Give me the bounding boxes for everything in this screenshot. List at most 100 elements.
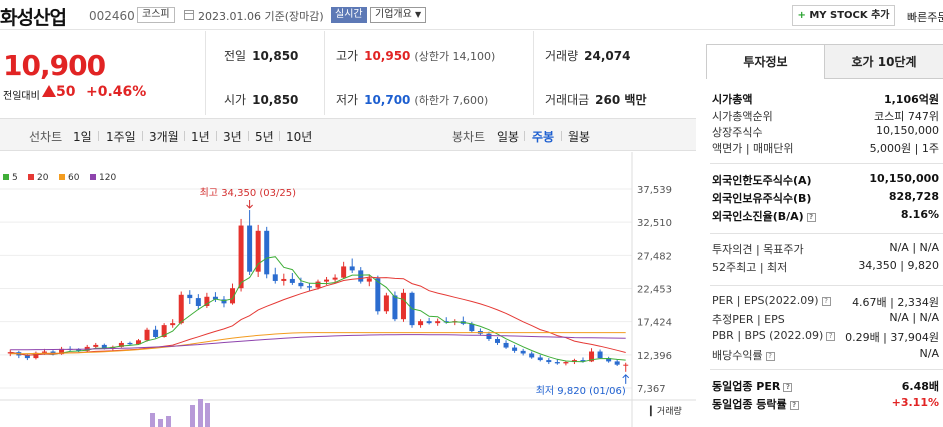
ma-line-120 — [10, 334, 626, 351]
tab-10year[interactable]: 10년 — [286, 130, 313, 144]
add-mystock-button[interactable]: + MY STOCK 추가 — [792, 5, 895, 26]
legend-swatch — [90, 174, 96, 180]
y-tick-label: 7,367 — [637, 384, 666, 395]
realtime-badge[interactable]: 실시간 — [331, 7, 367, 23]
volume-bar — [166, 416, 171, 427]
max-arrow-icon — [246, 200, 253, 209]
candle-body — [161, 325, 167, 337]
candle-body — [435, 321, 441, 324]
stat-open: 시가 10,850 — [224, 93, 299, 107]
current-price-box: 10,900 전일대비 50 +0.46% — [0, 31, 205, 115]
divider — [324, 31, 325, 115]
info-row-label: PBR | BPS (2022.09)? — [712, 329, 836, 342]
candle-body — [135, 340, 141, 345]
candle-body — [503, 342, 509, 348]
info-row-label: 동일업종 PER? — [712, 378, 793, 394]
tab-5year[interactable]: 5년 — [255, 130, 274, 144]
divider — [524, 131, 525, 141]
info-row: 동일업종 PER? 6.48배 — [710, 378, 943, 393]
stat-volume: 거래량 24,074 — [545, 49, 631, 63]
divider — [216, 131, 217, 141]
candle-body — [255, 230, 261, 272]
candle-body — [375, 278, 381, 312]
candle-body — [400, 292, 406, 320]
tab-1day[interactable]: 1일 — [73, 130, 92, 144]
tab-investment-info[interactable]: 투자정보 — [706, 45, 825, 79]
info-row: 투자의견 | 목표주가 N/A | N/A — [710, 241, 943, 256]
y-tick-label: 17,424 — [637, 318, 672, 329]
candle-body — [170, 323, 176, 326]
tab-orderbook-10[interactable]: 호가 10단계 — [825, 45, 943, 79]
candle-body — [512, 347, 518, 351]
tab-monthly-candle[interactable]: 월봉 — [568, 130, 591, 144]
divider — [184, 131, 185, 141]
tab-daily-candle[interactable]: 일봉 — [497, 130, 520, 144]
price-stats: 전일 10,850 고가 10,950 (상한가 14,100) 거래량 24,074 … — [205, 31, 696, 115]
info-row-label: 외국인보유주식수(B) — [712, 192, 812, 205]
stat-prev-close: 전일 10,850 — [224, 49, 299, 63]
divider — [710, 285, 943, 286]
help-icon[interactable]: ? — [806, 213, 816, 222]
candle-body — [212, 296, 218, 300]
calendar-icon — [184, 10, 194, 20]
up-arrow-icon — [42, 85, 56, 97]
info-row-label: 투자의견 | 목표주가 — [712, 243, 804, 256]
info-row: PER | EPS(2022.09)? 4.67배 | 2,334원 — [710, 294, 943, 309]
info-row-value: N/A | N/A — [889, 311, 939, 324]
info-row: 시가총액 1,106억원 — [710, 91, 943, 106]
candle-body — [324, 279, 330, 282]
help-icon[interactable]: ? — [765, 352, 775, 361]
candle-body — [486, 333, 492, 339]
weekly-candle-chart[interactable]: 37,539 32,510 27,482 22,453 17,424 12,396 7,36… — [0, 152, 696, 427]
help-icon[interactable]: ? — [789, 401, 799, 410]
company-overview-label: 기업개요 — [375, 9, 412, 20]
help-icon[interactable]: ? — [783, 383, 793, 392]
candle-body — [289, 278, 295, 283]
candle-body — [554, 362, 560, 364]
y-tick-label: 32,510 — [637, 218, 672, 229]
candle-body — [589, 351, 595, 362]
help-icon[interactable]: ? — [826, 332, 836, 341]
info-row-value: 5,000원 | 1주 — [869, 142, 939, 155]
info-row-label: 액면가 | 매매단위 — [712, 142, 794, 155]
legend-swatch — [3, 174, 9, 180]
company-overview-dropdown[interactable]: 기업개요 ▼ — [370, 7, 427, 23]
market-badge: 코스피 — [137, 7, 175, 23]
tab-3month[interactable]: 3개월 — [149, 130, 179, 144]
candle-body — [392, 295, 398, 320]
candle-body — [597, 351, 603, 359]
legend-label: 60 — [68, 173, 80, 183]
candle-body — [332, 277, 338, 280]
help-icon[interactable]: ? — [821, 297, 831, 306]
candle-body — [153, 329, 159, 337]
tab-1year[interactable]: 1년 — [191, 130, 210, 144]
tab-3year[interactable]: 3년 — [223, 130, 242, 144]
volume-bar — [158, 419, 163, 427]
candle-body — [520, 350, 526, 354]
chevron-down-icon: ▼ — [415, 10, 422, 19]
tab-weekly-candle[interactable]: 주봉 — [532, 130, 555, 144]
info-row: 시가총액순위 코스피 747위 — [710, 108, 943, 123]
stock-code: 002460 — [89, 9, 135, 23]
max-price-label: 최고 34,350 (03/25) — [200, 187, 296, 199]
candle-body — [127, 342, 133, 345]
info-row: 배당수익률? N/A — [710, 347, 943, 362]
candle-body — [41, 351, 47, 353]
legend-swatch — [28, 174, 34, 180]
info-row-label: 추정PER | EPS — [712, 313, 785, 326]
info-row: 동일업종 등락률? +3.11% — [710, 396, 943, 411]
info-row-value: 0.29배 | 37,904원 — [845, 331, 939, 344]
candle-body — [443, 321, 449, 323]
quick-order-link[interactable]: 빠른주문 — [907, 11, 943, 24]
candle-body — [315, 281, 321, 288]
info-row-label: 외국인소진율(B/A)? — [712, 208, 816, 224]
stock-header: 화성산업 002460 코스피 2023.01.06 기준(장마감) 실시간 기… — [0, 0, 943, 30]
candle-body — [101, 344, 107, 349]
divider — [710, 233, 943, 234]
candle-chart-label: 봉차트 — [452, 130, 486, 144]
divider — [561, 131, 562, 141]
candle-body — [358, 270, 364, 282]
candle-body — [33, 352, 39, 359]
tab-1week[interactable]: 1주일 — [106, 130, 136, 144]
candle-body — [563, 362, 569, 364]
